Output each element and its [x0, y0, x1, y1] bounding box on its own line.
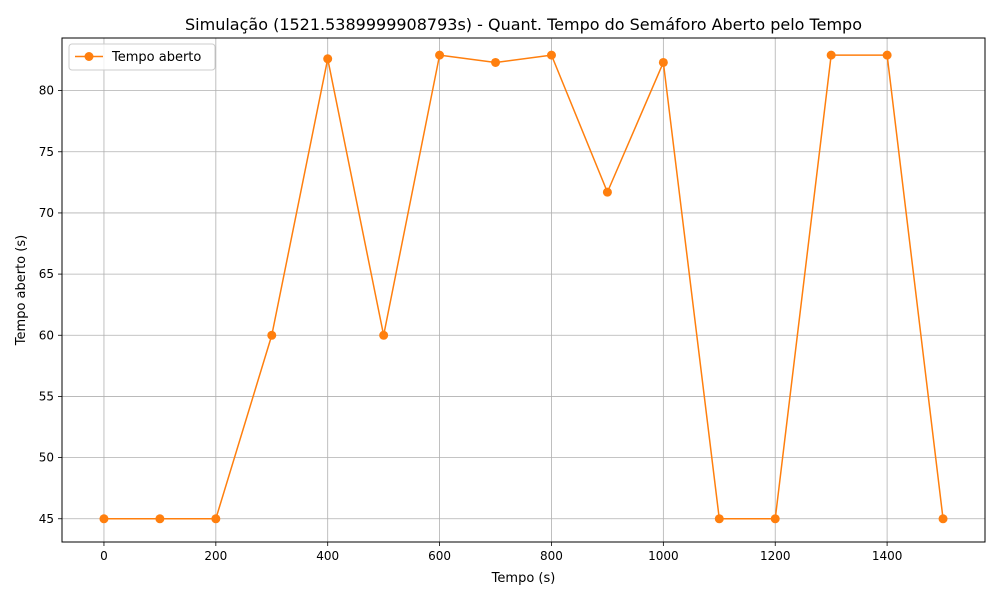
series-line-0: [103, 54, 944, 520]
data-point: [379, 330, 389, 340]
grid: [62, 38, 985, 542]
x-tick-label: 1200: [760, 549, 791, 563]
data-point: [882, 50, 892, 60]
legend: Tempo aberto: [68, 43, 216, 71]
legend-box: [68, 43, 216, 71]
data-point: [714, 514, 724, 524]
data-point: [267, 330, 277, 340]
data-point: [491, 57, 501, 67]
data-point: [323, 54, 333, 64]
y-tick-label: 45: [39, 512, 54, 526]
data-point: [658, 57, 668, 67]
x-tick-label: 800: [540, 549, 563, 563]
legend-marker-swatch: [84, 52, 94, 61]
data-point: [211, 514, 221, 524]
y-tick-label: 65: [39, 267, 54, 281]
legend-label-tempo-aberto: Tempo aberto: [111, 50, 201, 65]
y-tick-label: 80: [39, 84, 54, 98]
x-tick-label: 200: [204, 549, 227, 563]
y-tick-label: 50: [39, 451, 54, 465]
x-tick-label: 0: [100, 549, 108, 563]
data-point: [546, 50, 556, 60]
y-axis-label: Tempo aberto (s): [14, 235, 29, 346]
x-tick-label: 600: [428, 549, 451, 563]
data-point: [435, 50, 445, 60]
data-point: [602, 187, 612, 197]
y-tick-label: 55: [39, 389, 54, 403]
x-axis-ticks: 0 200 400 600 800 1000 1200 1400: [100, 542, 902, 563]
data-point: [99, 514, 109, 524]
data-point: [155, 514, 165, 524]
y-tick-label: 70: [39, 206, 54, 220]
x-tick-label: 400: [316, 549, 339, 563]
series-layer: [99, 50, 948, 524]
data-point: [938, 514, 948, 524]
y-tick-label: 75: [39, 145, 54, 159]
plot-frame: [61, 37, 986, 543]
x-tick-label: 1400: [872, 549, 903, 563]
data-point: [770, 514, 780, 524]
y-tick-label: 60: [39, 328, 54, 342]
data-point: [826, 50, 836, 60]
x-axis-label: Tempo (s): [491, 571, 556, 586]
chart-title: Simulação (1521.5389999908793s) - Quant.…: [185, 15, 862, 34]
x-tick-label: 1000: [648, 549, 679, 563]
y-axis-ticks: 45 50 55 60 65 70 75 80: [39, 84, 62, 526]
